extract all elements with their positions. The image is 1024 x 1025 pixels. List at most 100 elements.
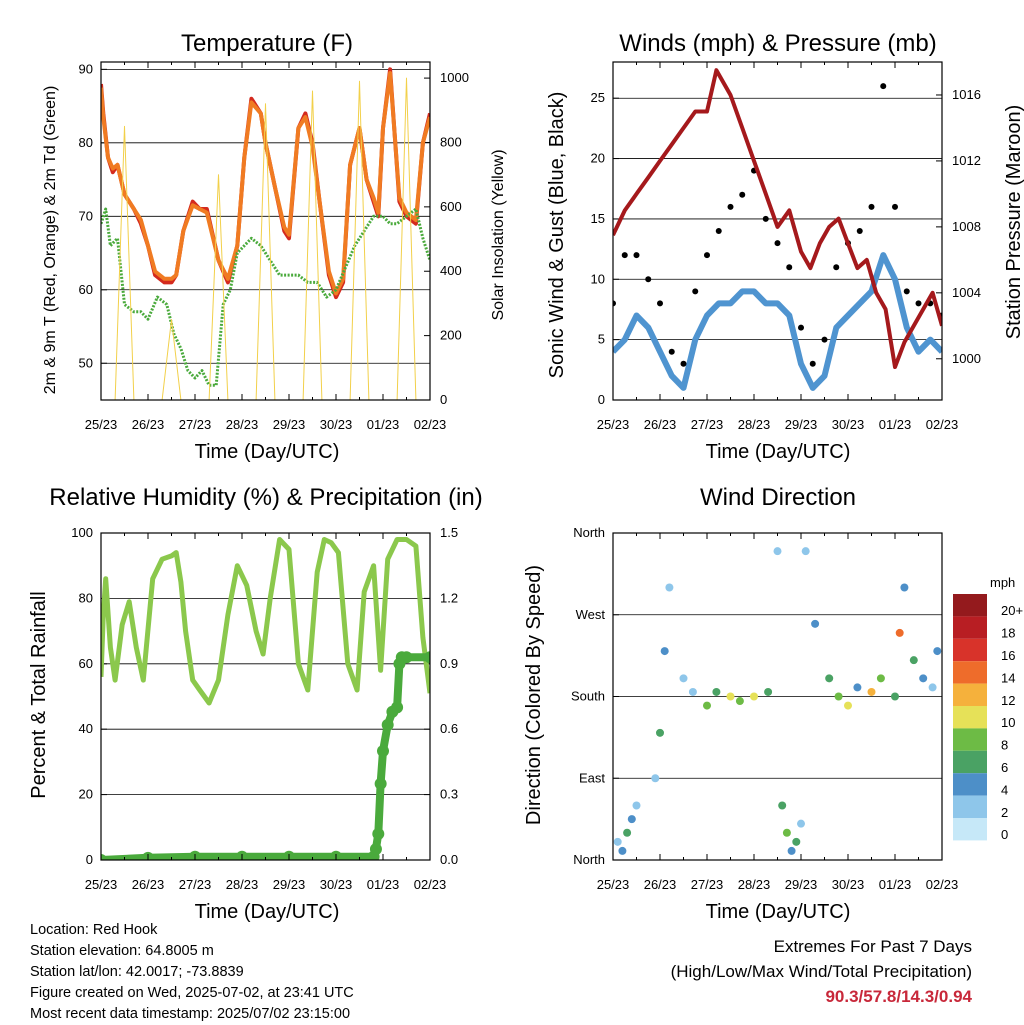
legend-label: 18 <box>1001 626 1015 641</box>
x-tick-label: 26/23 <box>644 877 677 892</box>
direction-point <box>735 697 744 706</box>
y-tick-label: 80 <box>79 135 93 150</box>
y-tick-label: 90 <box>79 61 93 76</box>
gust-point <box>621 252 628 259</box>
elevation-text: Station elevation: 64.8005 m <box>30 943 214 959</box>
gust-point <box>727 203 734 210</box>
legend-label: 8 <box>1001 738 1008 753</box>
winds-xlabel: Time (Day/UTC) <box>706 441 851 463</box>
direction-point <box>703 701 711 710</box>
legend-swatch <box>953 638 987 662</box>
direction-point <box>764 687 773 696</box>
gust-point <box>704 252 710 259</box>
legend-swatch <box>953 661 987 684</box>
y2-tick-label: 1008 <box>952 219 981 234</box>
x-tick-label: 30/23 <box>320 877 353 892</box>
x-tick-label: 01/23 <box>879 417 912 432</box>
gust-point <box>856 228 863 234</box>
x-tick-label: 27/23 <box>691 417 724 432</box>
x-tick-label: 28/23 <box>738 417 771 432</box>
direction-point <box>627 815 636 824</box>
recent-text: Most recent data timestamp: 2025/07/02 2… <box>30 1006 351 1022</box>
direction-point <box>787 846 796 855</box>
gust-point <box>613 300 616 307</box>
series-relative-humidity <box>101 537 430 706</box>
humidity-ylabel-left: Percent & Total Rainfall <box>28 591 50 799</box>
y2-tick-label: 1000 <box>952 351 981 366</box>
legend-label: 12 <box>1001 693 1015 708</box>
direction-point <box>867 687 876 696</box>
direction-point <box>773 547 782 556</box>
gust-point <box>739 191 746 198</box>
temperature-ylabel-right: Solar Insolation (Yellow) <box>490 149 507 320</box>
x-tick-label: 02/23 <box>926 417 959 432</box>
y2-tick-label: 1.2 <box>440 590 458 605</box>
gust-point <box>645 276 652 283</box>
direction-point <box>933 647 942 656</box>
winds-ylabel-left: Sonic Wind & Gust (Blue, Black) <box>546 92 568 379</box>
legend-swatch <box>953 728 987 751</box>
direction-point <box>665 583 674 592</box>
gust-point <box>774 240 781 247</box>
y2-tick-label: 200 <box>440 328 462 343</box>
temperature-series <box>101 67 430 400</box>
legend-swatch <box>953 750 987 774</box>
y-tick-label: 70 <box>79 208 93 223</box>
legend-swatch <box>953 773 987 796</box>
y-tick-label: 60 <box>79 656 93 671</box>
direction-point <box>801 547 810 556</box>
y-tick-label: 80 <box>79 590 93 605</box>
y2-tick-label: 0.3 <box>440 787 458 802</box>
series-9m-t <box>101 71 430 296</box>
direction-plot: North East South West North 25/23 26/23 27/23 28… <box>571 525 958 892</box>
direction-point <box>712 687 721 696</box>
rainfall-point <box>101 854 107 860</box>
legend-swatch <box>953 795 987 818</box>
direction-point <box>891 692 899 701</box>
direction-point <box>679 674 688 683</box>
legend-label: 14 <box>1001 670 1015 685</box>
y-tick-label: 60 <box>79 282 93 297</box>
x-tick-label: 28/23 <box>226 877 259 892</box>
y-tick-label: 20 <box>79 787 93 802</box>
x-tick-label: 25/23 <box>597 417 630 432</box>
y-category-label: South <box>571 689 605 704</box>
latlon-text: Station lat/lon: 42.0017; -73.8839 <box>30 964 244 980</box>
plot-border <box>612 61 943 401</box>
x-tick-label: 28/23 <box>226 417 259 432</box>
direction-point <box>797 819 805 828</box>
y2-tick-label: 1000 <box>440 70 469 85</box>
y2-tick-label: 0.9 <box>440 656 458 671</box>
series-station-pressure <box>613 68 942 369</box>
legend-swatch <box>953 818 987 841</box>
y2-tick-label: 0 <box>440 392 447 407</box>
extremes-heading: Extremes For Past 7 Days <box>773 937 972 956</box>
x-tick-label: 02/23 <box>414 877 447 892</box>
direction-point <box>618 846 627 855</box>
x-tick-label: 29/23 <box>273 417 306 432</box>
y-tick-label: 40 <box>79 721 93 736</box>
x-tick-label: 30/23 <box>832 877 865 892</box>
rainfall-point <box>400 651 413 664</box>
direction-point <box>613 837 622 846</box>
x-tick-label: 27/23 <box>691 877 724 892</box>
y2-tick-label: 600 <box>440 199 462 214</box>
gust-point <box>786 264 793 271</box>
legend-label: 0 <box>1001 827 1008 842</box>
direction-point <box>792 837 801 846</box>
winds-title: Winds (mph) & Pressure (mb) <box>619 30 936 57</box>
y-tick-label: 100 <box>71 525 93 540</box>
y2-tick-label: 1004 <box>952 285 981 300</box>
y-category-label: North <box>573 525 605 540</box>
x-tick-label: 01/23 <box>367 877 400 892</box>
rainfall-point <box>391 701 404 714</box>
y-tick-label: 0 <box>598 392 605 407</box>
direction-point <box>895 628 904 637</box>
temperature-xlabel: Time (Day/UTC) <box>195 441 340 463</box>
y-category-label: West <box>576 607 606 622</box>
direction-point <box>688 687 697 696</box>
y-category-label: North <box>573 852 605 867</box>
rainfall-point <box>377 745 389 757</box>
gust-point <box>868 203 875 210</box>
